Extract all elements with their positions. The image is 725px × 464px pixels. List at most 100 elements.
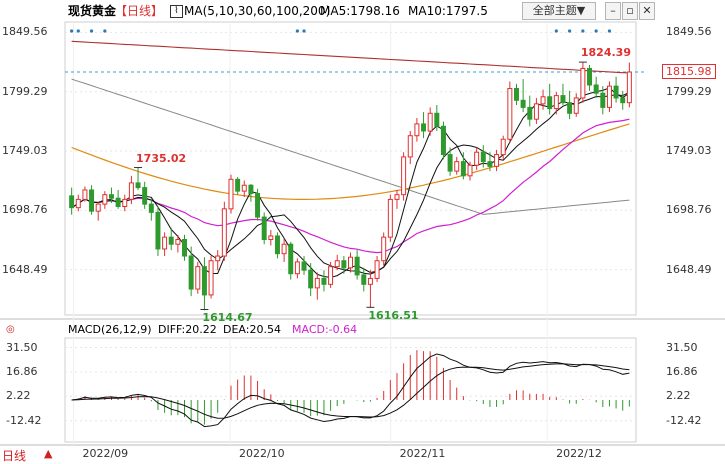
- candle-body: [500, 138, 506, 156]
- price-annotation: 1824.39: [580, 46, 631, 60]
- macd-axis-tick-right: 2.22: [666, 389, 691, 403]
- macd-panel-border: [64, 337, 637, 443]
- ma30-line: [71, 118, 630, 254]
- candle-body: [580, 67, 586, 99]
- macd-diff-value: DIFF:20.22: [158, 323, 217, 336]
- candle-body: [248, 184, 254, 195]
- candlestick-icon[interactable]: ⌇: [170, 5, 183, 18]
- candle-body: [547, 96, 553, 110]
- candle-body: [407, 135, 413, 158]
- candle-body: [573, 97, 579, 114]
- macd-header: ◎ MACD(26,12,9) DIFF:20.22 DEA:20.54 MAC…: [0, 322, 725, 338]
- signal-dot: [607, 29, 612, 33]
- macd-axis-tick-left: 2.22: [6, 389, 31, 403]
- ma10-value: MA10:1797.5: [408, 4, 488, 18]
- price-axis-tick-left: 1849.56: [2, 25, 48, 39]
- candle-body: [235, 178, 241, 192]
- candle-body: [241, 184, 247, 192]
- candle-body: [367, 277, 373, 285]
- candle-body: [567, 102, 573, 114]
- signal-dot: [302, 29, 306, 33]
- candle-body: [288, 243, 294, 275]
- period-tab[interactable]: 日线: [2, 449, 27, 463]
- macd-dea-line: [71, 363, 630, 419]
- candle-body: [414, 123, 420, 137]
- candle-body: [135, 182, 141, 189]
- date-axis-label: 2022/10: [238, 447, 285, 460]
- candle-body: [308, 269, 314, 289]
- ma-params[interactable]: MA(5,10,30,60,100,200): [184, 4, 331, 18]
- price-axis-tick-right: 1799.29: [666, 84, 712, 98]
- candle-body: [182, 239, 188, 257]
- candle-body: [122, 198, 128, 207]
- candle-body: [374, 260, 380, 279]
- minimize-button[interactable]: –: [605, 2, 621, 20]
- candle-body: [142, 187, 148, 205]
- signal-dot: [295, 29, 299, 33]
- candle-body: [620, 97, 626, 104]
- candle-body: [195, 266, 201, 290]
- theme-dropdown[interactable]: 全部主题▼: [522, 2, 596, 20]
- candle-body: [467, 164, 473, 177]
- candle-body: [553, 95, 559, 110]
- macd-axis-tick-left: 16.86: [6, 364, 38, 378]
- macd-dea-value: DEA:20.54: [223, 323, 281, 336]
- restore-button[interactable]: ▫: [622, 2, 638, 20]
- price-annotation: 1614.67: [202, 311, 253, 325]
- candle-body: [108, 194, 114, 199]
- date-axis-label: 2022/11: [399, 447, 446, 460]
- candle-body: [348, 256, 353, 269]
- signal-dot: [89, 29, 94, 33]
- candle-body: [613, 85, 619, 99]
- symbol-title: 现货黄金: [68, 4, 117, 18]
- date-axis-label: 2022/09: [82, 447, 129, 460]
- candle-body: [215, 255, 221, 262]
- macd-axis-tick-right: 31.50: [666, 340, 698, 354]
- ma60-line: [71, 123, 630, 200]
- price-annotation: 1735.02: [136, 151, 187, 165]
- candle-body: [95, 203, 101, 212]
- candle-body: [321, 277, 327, 285]
- candle-body: [75, 198, 81, 209]
- candle-body: [155, 211, 161, 250]
- period-tab-arrow-icon[interactable]: ▲: [44, 447, 53, 460]
- candle-body: [274, 235, 280, 255]
- price-annotation: 1616.51: [368, 309, 419, 323]
- price-axis-tick-right: 1698.76: [666, 203, 712, 217]
- macd-target-icon[interactable]: ◎: [6, 324, 15, 335]
- candle-body: [447, 154, 453, 172]
- candle-body: [268, 235, 274, 241]
- candle-body: [434, 112, 440, 127]
- price-axis-tick-left: 1698.76: [2, 203, 48, 217]
- candle-body: [381, 236, 387, 262]
- candle-body: [427, 112, 433, 132]
- candle-body: [401, 156, 407, 196]
- candle-body: [494, 154, 500, 167]
- candle-body: [341, 260, 347, 269]
- candle-body: [354, 256, 360, 276]
- price-axis-tick-right: 1849.56: [666, 25, 712, 39]
- candle-body: [82, 189, 88, 200]
- candle-body: [255, 193, 261, 218]
- signal-dot: [76, 29, 80, 33]
- candle-body: [69, 195, 75, 209]
- signal-dot: [70, 29, 74, 33]
- candle-body: [560, 95, 566, 104]
- close-button[interactable]: ✕: [639, 2, 655, 20]
- candle-body: [361, 274, 367, 285]
- period-label[interactable]: 【日线】: [115, 4, 164, 18]
- candle-body: [294, 261, 300, 275]
- candle-body: [421, 123, 427, 132]
- candle-body: [208, 260, 214, 296]
- price-axis-tick-left: 1749.03: [2, 144, 48, 157]
- macd-params[interactable]: MACD(26,12,9): [68, 323, 152, 336]
- price-axis-tick-right: 1648.49: [666, 262, 712, 276]
- candle-body: [281, 243, 287, 255]
- candle-body: [606, 85, 612, 108]
- macd-axis-tick-left: 31.50: [6, 340, 38, 354]
- candle-body: [600, 92, 606, 108]
- price-panel-border: [64, 21, 637, 316]
- signal-dot: [554, 29, 558, 33]
- candle-body: [314, 277, 320, 289]
